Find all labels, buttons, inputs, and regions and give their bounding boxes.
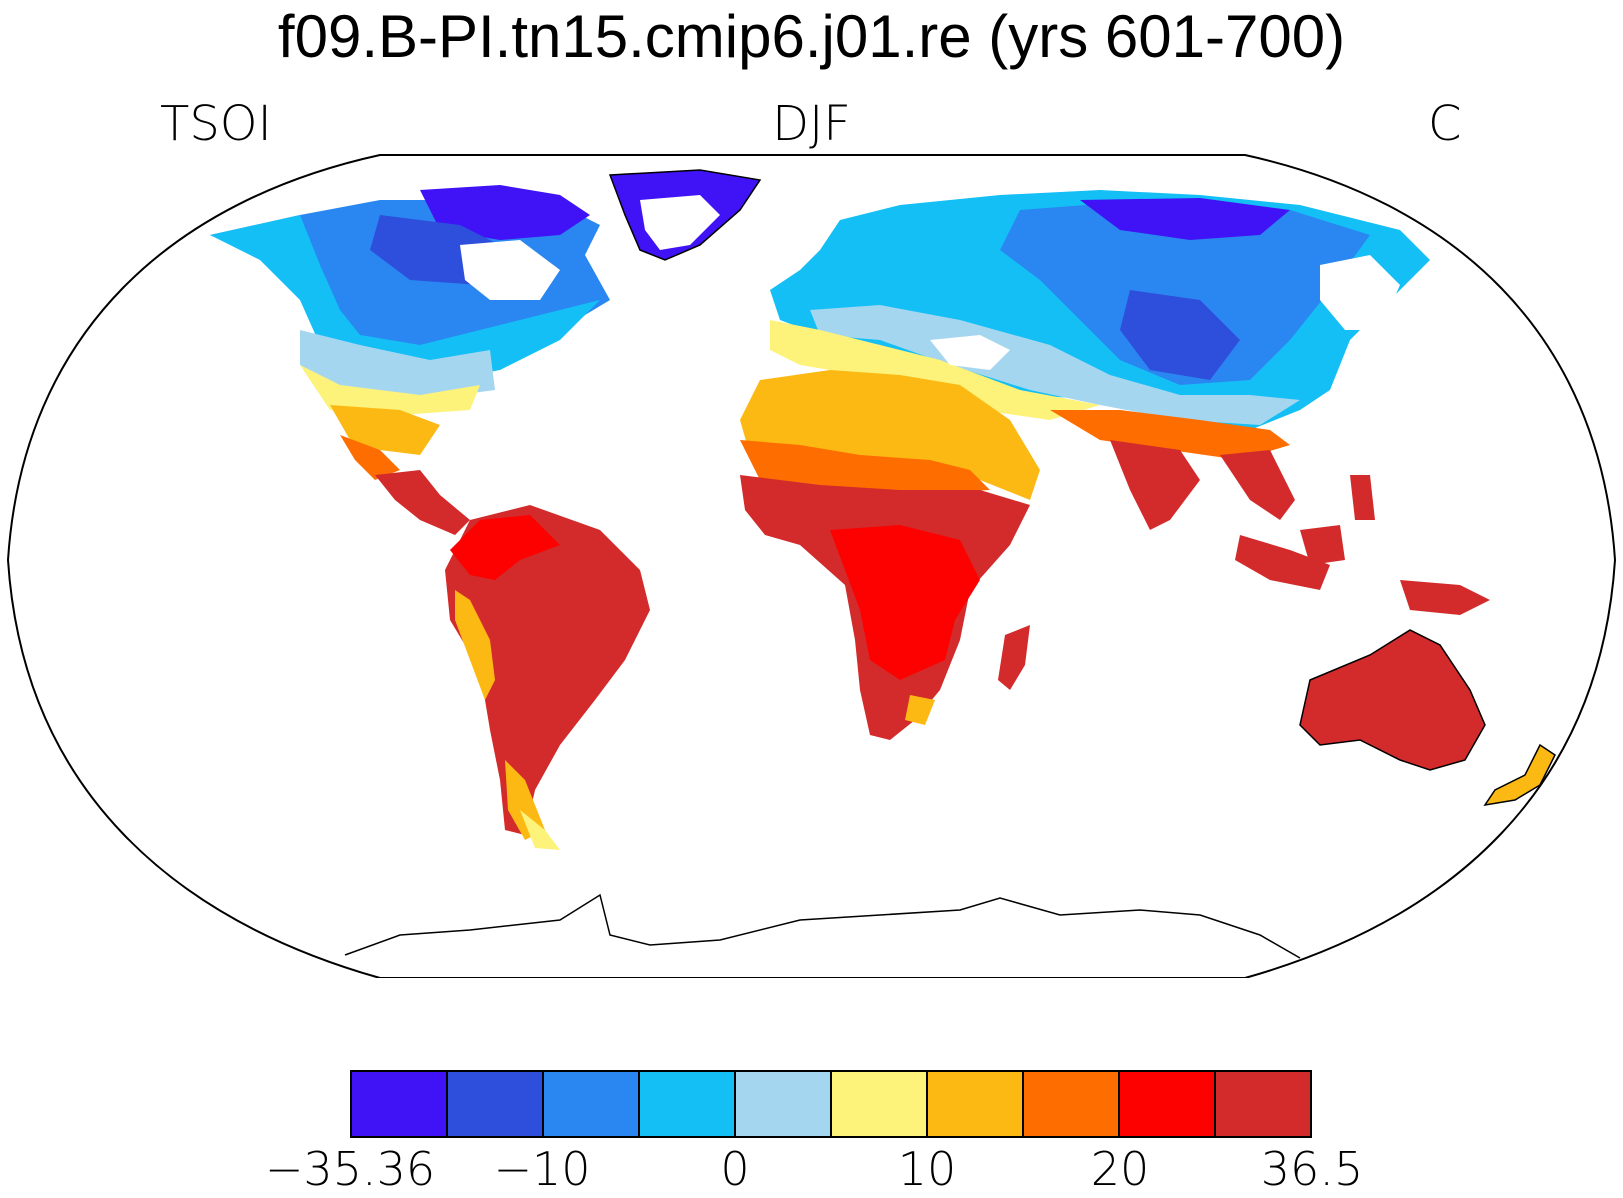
- colorbar-tick-label: 10: [897, 1142, 957, 1196]
- north-america: [210, 185, 610, 535]
- colorbar-swatch: [352, 1072, 448, 1136]
- season-label: DJF: [772, 96, 851, 152]
- colorbar-swatch: [928, 1072, 1024, 1136]
- colorbar-swatch: [832, 1072, 928, 1136]
- colorbar-swatch: [1024, 1072, 1120, 1136]
- colorbar-tick-label: 20: [1090, 1142, 1150, 1196]
- world-map: [6, 154, 1617, 978]
- eurasia: [770, 190, 1430, 530]
- maritime-southeast-asia: [1235, 475, 1490, 615]
- africa: [740, 370, 1040, 740]
- colorbar-swatch: [448, 1072, 544, 1136]
- colorbar-swatch: [544, 1072, 640, 1136]
- colorbar-swatch: [640, 1072, 736, 1136]
- colorbar-tick-label: 0: [720, 1142, 750, 1196]
- colorbar: [350, 1070, 1312, 1138]
- australia: [1299, 629, 1486, 771]
- colorbar-tick-label: −35.36: [264, 1142, 436, 1196]
- colorbar-swatch: [1216, 1072, 1310, 1136]
- colorbar-tick-label: 36.5: [1260, 1142, 1364, 1196]
- new-zealand: [1483, 743, 1556, 807]
- colorbar-swatch: [1120, 1072, 1216, 1136]
- variable-label: TSOI: [160, 96, 272, 152]
- colorbar-swatch: [736, 1072, 832, 1136]
- antarctica-coastline: [344, 893, 1301, 959]
- south-america: [445, 505, 650, 850]
- colorbar-tick-label: −10: [493, 1142, 591, 1196]
- units-label: C: [1428, 96, 1462, 152]
- plot-title: f09.B-PI.tn15.cmip6.j01.re (yrs 601-700): [277, 3, 1346, 70]
